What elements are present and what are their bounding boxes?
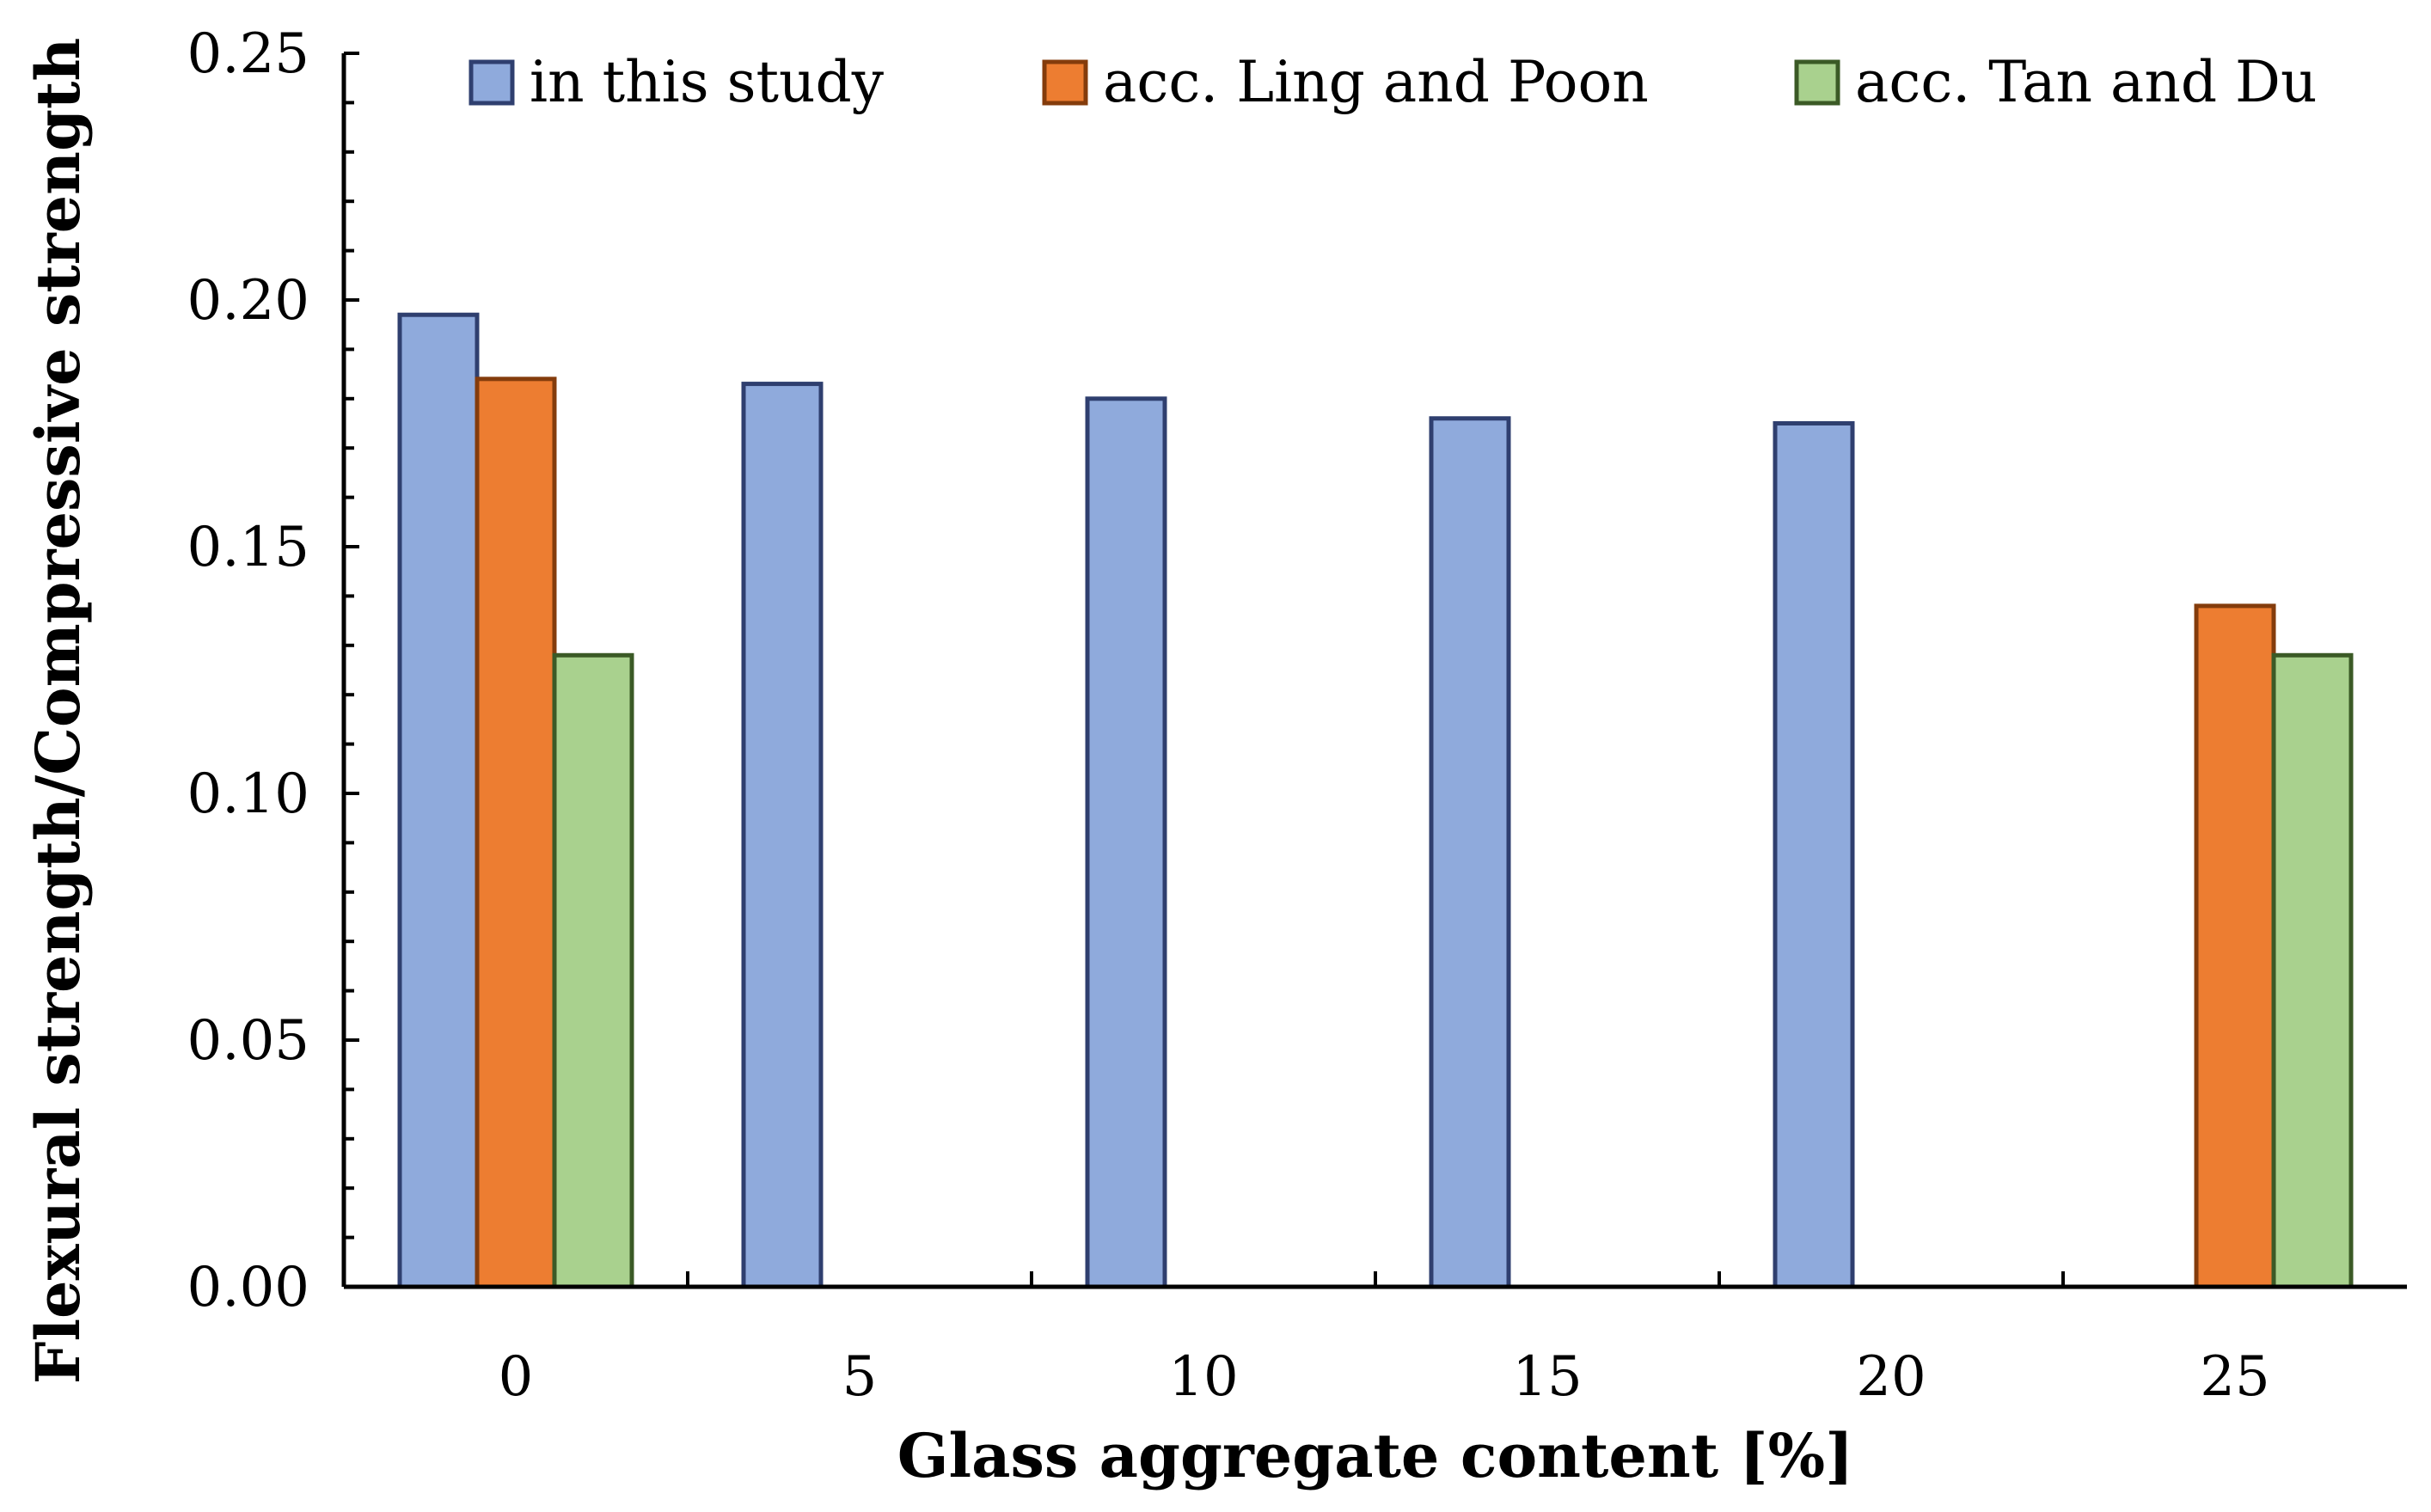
ticks-group: 0.00 0.05 0.10 0.15 0.20 0.25 0 5 10 15 20 25 <box>187 22 2270 1409</box>
y-tick-label: 0.00 <box>187 1256 310 1319</box>
y-tick-label: 0.05 <box>187 1009 310 1073</box>
bar-in-this-study-15 <box>1429 416 1511 1289</box>
legend-swatch <box>468 59 515 106</box>
bar-in-this-study-5 <box>741 382 824 1289</box>
legend-item: in this study <box>468 49 885 115</box>
legend-swatch <box>1794 59 1840 106</box>
x-tick-label: 20 <box>1856 1345 1926 1409</box>
bar-in-this-study-20 <box>1773 421 1855 1289</box>
y-tick-label: 0.10 <box>187 762 310 826</box>
legend-item: acc. Ling and Poon <box>1042 49 1649 115</box>
legend-swatch <box>1042 59 1088 106</box>
y-tick-label: 0.20 <box>187 269 310 333</box>
bar-in-this-study-0 <box>397 312 480 1289</box>
legend-label: acc. Tan and Du <box>1855 49 2317 115</box>
bar-acc-tan-and-du-25 <box>2271 652 2354 1289</box>
bar-acc-ling-and-poon-25 <box>2194 603 2276 1289</box>
bar-in-this-study-10 <box>1085 396 1167 1289</box>
bar-acc-ling-and-poon-0 <box>475 376 557 1289</box>
legend-label: acc. Ling and Poon <box>1103 49 1649 115</box>
y-axis-title: Flexural strength/Compressive strength <box>22 38 94 1385</box>
y-tick-label: 0.25 <box>187 22 310 86</box>
y-tick-label: 0.15 <box>187 516 310 579</box>
x-axis-title: Glass aggregate content [%] <box>897 1420 1854 1491</box>
x-tick-label: 25 <box>2200 1345 2269 1409</box>
legend-item: acc. Tan and Du <box>1794 49 2317 115</box>
bars-group <box>397 312 2354 1289</box>
axes-group <box>341 53 2407 1289</box>
legend: in this study acc. Ling and Poon acc. Tan … <box>468 49 2317 115</box>
legend-label: in this study <box>530 49 885 115</box>
bar-acc-tan-and-du-0 <box>552 652 634 1289</box>
x-tick-label: 5 <box>842 1345 878 1409</box>
x-tick-label: 0 <box>499 1345 534 1409</box>
x-tick-label: 10 <box>1168 1345 1238 1409</box>
x-tick-label: 15 <box>1512 1345 1582 1409</box>
